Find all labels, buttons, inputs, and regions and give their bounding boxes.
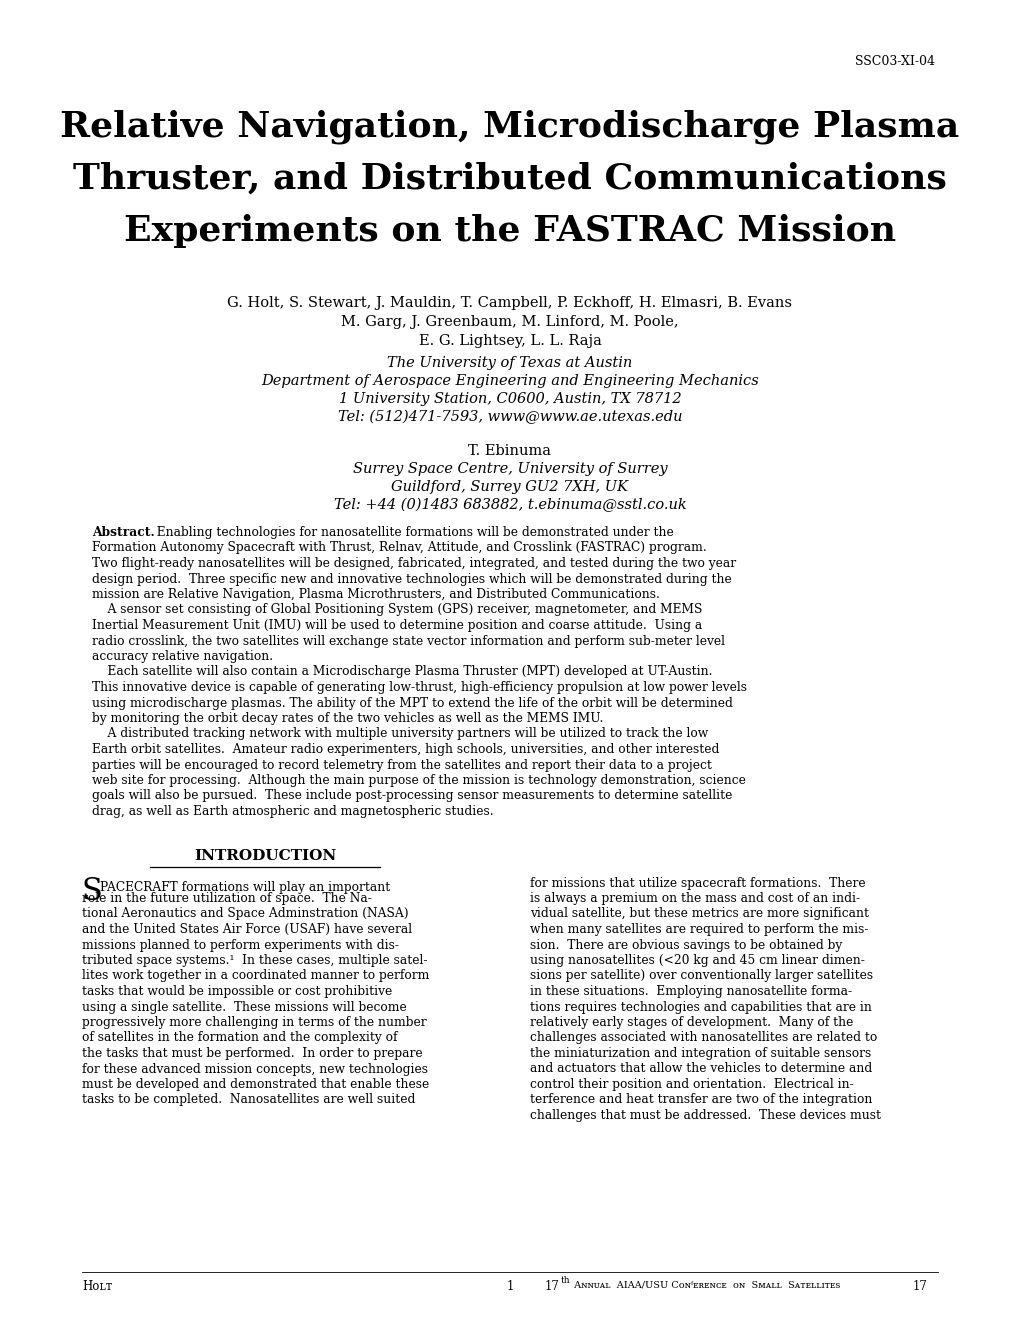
Text: tions requires technologies and capabilities that are in: tions requires technologies and capabili… [530,1001,871,1014]
Text: 17: 17 [912,1280,927,1294]
Text: lites work together in a coordinated manner to perform: lites work together in a coordinated man… [82,969,429,982]
Text: Tel: (512)471-7593, www@www.ae.utexas.edu: Tel: (512)471-7593, www@www.ae.utexas.ed… [337,411,682,424]
Text: role in the future utilization of space.  The Na-: role in the future utilization of space.… [82,892,372,906]
Text: sion.  There are obvious savings to be obtained by: sion. There are obvious savings to be ob… [530,939,842,952]
Text: PACECRAFT formations will play an important: PACECRAFT formations will play an import… [100,880,390,894]
Text: M. Garg, J. Greenbaum, M. Linford, M. Poole,: M. Garg, J. Greenbaum, M. Linford, M. Po… [340,315,679,329]
Text: Formation Autonomy Spacecraft with Thrust, Relnav, Attitude, and Crosslink (FAST: Formation Autonomy Spacecraft with Thrus… [92,541,706,554]
Text: of satellites in the formation and the complexity of: of satellites in the formation and the c… [82,1031,397,1044]
Text: using microdischarge plasmas. The ability of the MPT to extend the life of the o: using microdischarge plasmas. The abilit… [92,697,733,710]
Text: Abstract.: Abstract. [92,525,155,539]
Text: using nanosatellites (<20 kg and 45 cm linear dimen-: using nanosatellites (<20 kg and 45 cm l… [530,954,864,968]
Text: Two flight-ready nanosatellites will be designed, fabricated, integrated, and te: Two flight-ready nanosatellites will be … [92,557,736,570]
Text: A distributed tracking network with multiple university partners will be utilize: A distributed tracking network with mult… [92,727,707,741]
Text: for missions that utilize spacecraft formations.  There: for missions that utilize spacecraft for… [530,876,865,890]
Text: mission are Relative Navigation, Plasma Microthrusters, and Distributed Communic: mission are Relative Navigation, Plasma … [92,587,659,601]
Text: Enabling technologies for nanosatellite formations will be demonstrated under th: Enabling technologies for nanosatellite … [149,525,674,539]
Text: progressively more challenging in terms of the number: progressively more challenging in terms … [82,1016,426,1030]
Text: INTRODUCTION: INTRODUCTION [194,849,336,862]
Text: using a single satellite.  These missions will become: using a single satellite. These missions… [82,1001,407,1014]
Text: 1 University Station, C0600, Austin, TX 78712: 1 University Station, C0600, Austin, TX … [338,392,681,407]
Text: S: S [82,876,103,908]
Text: in these situations.  Employing nanosatellite forma-: in these situations. Employing nanosatel… [530,985,851,998]
Text: Experiments on the FASTRAC Mission: Experiments on the FASTRAC Mission [124,214,895,248]
Text: Each satellite will also contain a Microdischarge Plasma Thruster (MPT) develope: Each satellite will also contain a Micro… [92,665,712,678]
Text: Aɴɴᴜᴀʟ  AIAA/USU Cᴏɴᶠᴇʀᴇɴᴄᴇ  ᴏɴ  Sᴍᴀʟʟ  Sᴀᴛᴇʟʟɪᴛᴇs: Aɴɴᴜᴀʟ AIAA/USU Cᴏɴᶠᴇʀᴇɴᴄᴇ ᴏɴ Sᴍᴀʟʟ Sᴀᴛᴇ… [571,1280,840,1290]
Text: This innovative device is capable of generating low-thrust, high-efficiency prop: This innovative device is capable of gen… [92,681,746,694]
Text: Earth orbit satellites.  Amateur radio experimenters, high schools, universities: Earth orbit satellites. Amateur radio ex… [92,743,718,756]
Text: E. G. Lightsey, L. L. Raja: E. G. Lightsey, L. L. Raja [418,334,601,348]
Text: T. Ebinuma: T. Ebinuma [468,444,551,458]
Text: the miniaturization and integration of suitable sensors: the miniaturization and integration of s… [530,1047,870,1060]
Text: Thruster, and Distributed Communications: Thruster, and Distributed Communications [73,162,946,195]
Text: tributed space systems.¹  In these cases, multiple satel-: tributed space systems.¹ In these cases,… [82,954,427,968]
Text: A sensor set consisting of Global Positioning System (GPS) receiver, magnetomete: A sensor set consisting of Global Positi… [92,603,702,616]
Text: challenges associated with nanosatellites are related to: challenges associated with nanosatellite… [530,1031,876,1044]
Text: design period.  Three specific new and innovative technologies which will be dem: design period. Three specific new and in… [92,573,731,586]
Text: challenges that must be addressed.  These devices must: challenges that must be addressed. These… [530,1109,880,1122]
Text: the tasks that must be performed.  In order to prepare: the tasks that must be performed. In ord… [82,1047,422,1060]
Text: th: th [560,1276,570,1284]
Text: tasks to be completed.  Nanosatellites are well suited: tasks to be completed. Nanosatellites ar… [82,1093,415,1106]
Text: missions planned to perform experiments with dis-: missions planned to perform experiments … [82,939,398,952]
Text: for these advanced mission concepts, new technologies: for these advanced mission concepts, new… [82,1063,428,1076]
Text: drag, as well as Earth atmospheric and magnetospheric studies.: drag, as well as Earth atmospheric and m… [92,805,493,818]
Text: by monitoring the orbit decay rates of the two vehicles as well as the MEMS IMU.: by monitoring the orbit decay rates of t… [92,711,603,725]
Text: when many satellites are required to perform the mis-: when many satellites are required to per… [530,923,867,936]
Text: Department of Aerospace Engineering and Engineering Mechanics: Department of Aerospace Engineering and … [261,374,758,388]
Text: accuracy relative navigation.: accuracy relative navigation. [92,649,273,663]
Text: 17: 17 [544,1280,559,1294]
Text: terference and heat transfer are two of the integration: terference and heat transfer are two of … [530,1093,871,1106]
Text: control their position and orientation.  Electrical in-: control their position and orientation. … [530,1078,853,1092]
Text: SSC03-XI-04: SSC03-XI-04 [854,55,934,69]
Text: is always a premium on the mass and cost of an indi-: is always a premium on the mass and cost… [530,892,859,906]
Text: and actuators that allow the vehicles to determine and: and actuators that allow the vehicles to… [530,1063,871,1076]
Text: Guildford, Surrey GU2 7XH, UK: Guildford, Surrey GU2 7XH, UK [391,480,628,494]
Text: and the United States Air Force (USAF) have several: and the United States Air Force (USAF) h… [82,923,412,936]
Text: radio crosslink, the two satellites will exchange state vector information and p: radio crosslink, the two satellites will… [92,635,725,648]
Text: Surrey Space Centre, University of Surrey: Surrey Space Centre, University of Surre… [353,462,666,477]
Text: Tel: +44 (0)1483 683882, t.ebinuma@sstl.co.uk: Tel: +44 (0)1483 683882, t.ebinuma@sstl.… [333,498,686,512]
Text: Inertial Measurement Unit (IMU) will be used to determine position and coarse at: Inertial Measurement Unit (IMU) will be … [92,619,701,632]
Text: Hᴏʟᴛ: Hᴏʟᴛ [82,1280,112,1294]
Text: tional Aeronautics and Space Adminstration (NASA): tional Aeronautics and Space Adminstrati… [82,908,409,920]
Text: tasks that would be impossible or cost prohibitive: tasks that would be impossible or cost p… [82,985,392,998]
Text: sions per satellite) over conventionally larger satellites: sions per satellite) over conventionally… [530,969,872,982]
Text: parties will be encouraged to record telemetry from the satellites and report th: parties will be encouraged to record tel… [92,759,711,771]
Text: 1: 1 [505,1280,514,1294]
Text: The University of Texas at Austin: The University of Texas at Austin [387,356,632,370]
Text: Relative Navigation, Microdischarge Plasma: Relative Navigation, Microdischarge Plas… [60,110,959,144]
Text: G. Holt, S. Stewart, J. Mauldin, T. Campbell, P. Eckhoff, H. Elmasri, B. Evans: G. Holt, S. Stewart, J. Mauldin, T. Camp… [227,296,792,310]
Text: relatively early stages of development.  Many of the: relatively early stages of development. … [530,1016,853,1030]
Text: web site for processing.  Although the main purpose of the mission is technology: web site for processing. Although the ma… [92,774,745,787]
Text: vidual satellite, but these metrics are more significant: vidual satellite, but these metrics are … [530,908,868,920]
Text: must be developed and demonstrated that enable these: must be developed and demonstrated that … [82,1078,429,1092]
Text: goals will also be pursued.  These include post-processing sensor measurements t: goals will also be pursued. These includ… [92,789,732,803]
